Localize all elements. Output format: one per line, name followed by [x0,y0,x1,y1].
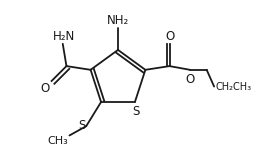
Text: H₂N: H₂N [53,30,75,43]
Text: S: S [132,105,139,118]
Text: O: O [40,82,50,95]
Text: O: O [165,30,174,42]
Text: NH₂: NH₂ [107,14,129,27]
Text: S: S [78,119,85,132]
Text: CH₃: CH₃ [47,136,68,146]
Text: O: O [185,73,195,86]
Text: CH₂CH₃: CH₂CH₃ [215,82,251,92]
